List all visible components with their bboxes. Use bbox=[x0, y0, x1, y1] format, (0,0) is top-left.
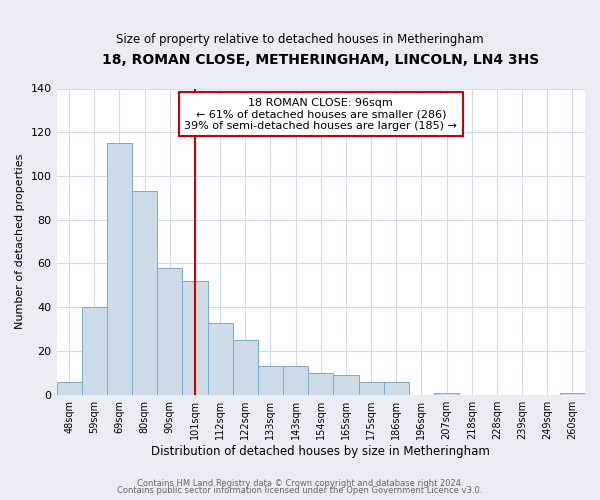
Bar bbox=[383, 382, 409, 394]
Bar bbox=[208, 322, 233, 394]
Bar bbox=[560, 392, 585, 394]
Bar bbox=[56, 382, 82, 394]
Bar bbox=[334, 375, 359, 394]
Text: Size of property relative to detached houses in Metheringham: Size of property relative to detached ho… bbox=[116, 32, 484, 46]
Bar bbox=[434, 392, 459, 394]
Text: Contains HM Land Registry data © Crown copyright and database right 2024.: Contains HM Land Registry data © Crown c… bbox=[137, 478, 463, 488]
Text: 18 ROMAN CLOSE: 96sqm
← 61% of detached houses are smaller (286)
39% of semi-det: 18 ROMAN CLOSE: 96sqm ← 61% of detached … bbox=[184, 98, 457, 131]
Bar bbox=[132, 192, 157, 394]
Text: Contains public sector information licensed under the Open Government Licence v3: Contains public sector information licen… bbox=[118, 486, 482, 495]
Bar bbox=[107, 143, 132, 395]
Title: 18, ROMAN CLOSE, METHERINGHAM, LINCOLN, LN4 3HS: 18, ROMAN CLOSE, METHERINGHAM, LINCOLN, … bbox=[102, 52, 539, 66]
Bar bbox=[308, 373, 334, 394]
Y-axis label: Number of detached properties: Number of detached properties bbox=[15, 154, 25, 330]
Bar bbox=[258, 366, 283, 394]
Bar bbox=[359, 382, 383, 394]
Bar bbox=[157, 268, 182, 394]
X-axis label: Distribution of detached houses by size in Metheringham: Distribution of detached houses by size … bbox=[151, 444, 490, 458]
Bar bbox=[82, 307, 107, 394]
Bar bbox=[233, 340, 258, 394]
Bar bbox=[283, 366, 308, 394]
Bar bbox=[182, 281, 208, 394]
